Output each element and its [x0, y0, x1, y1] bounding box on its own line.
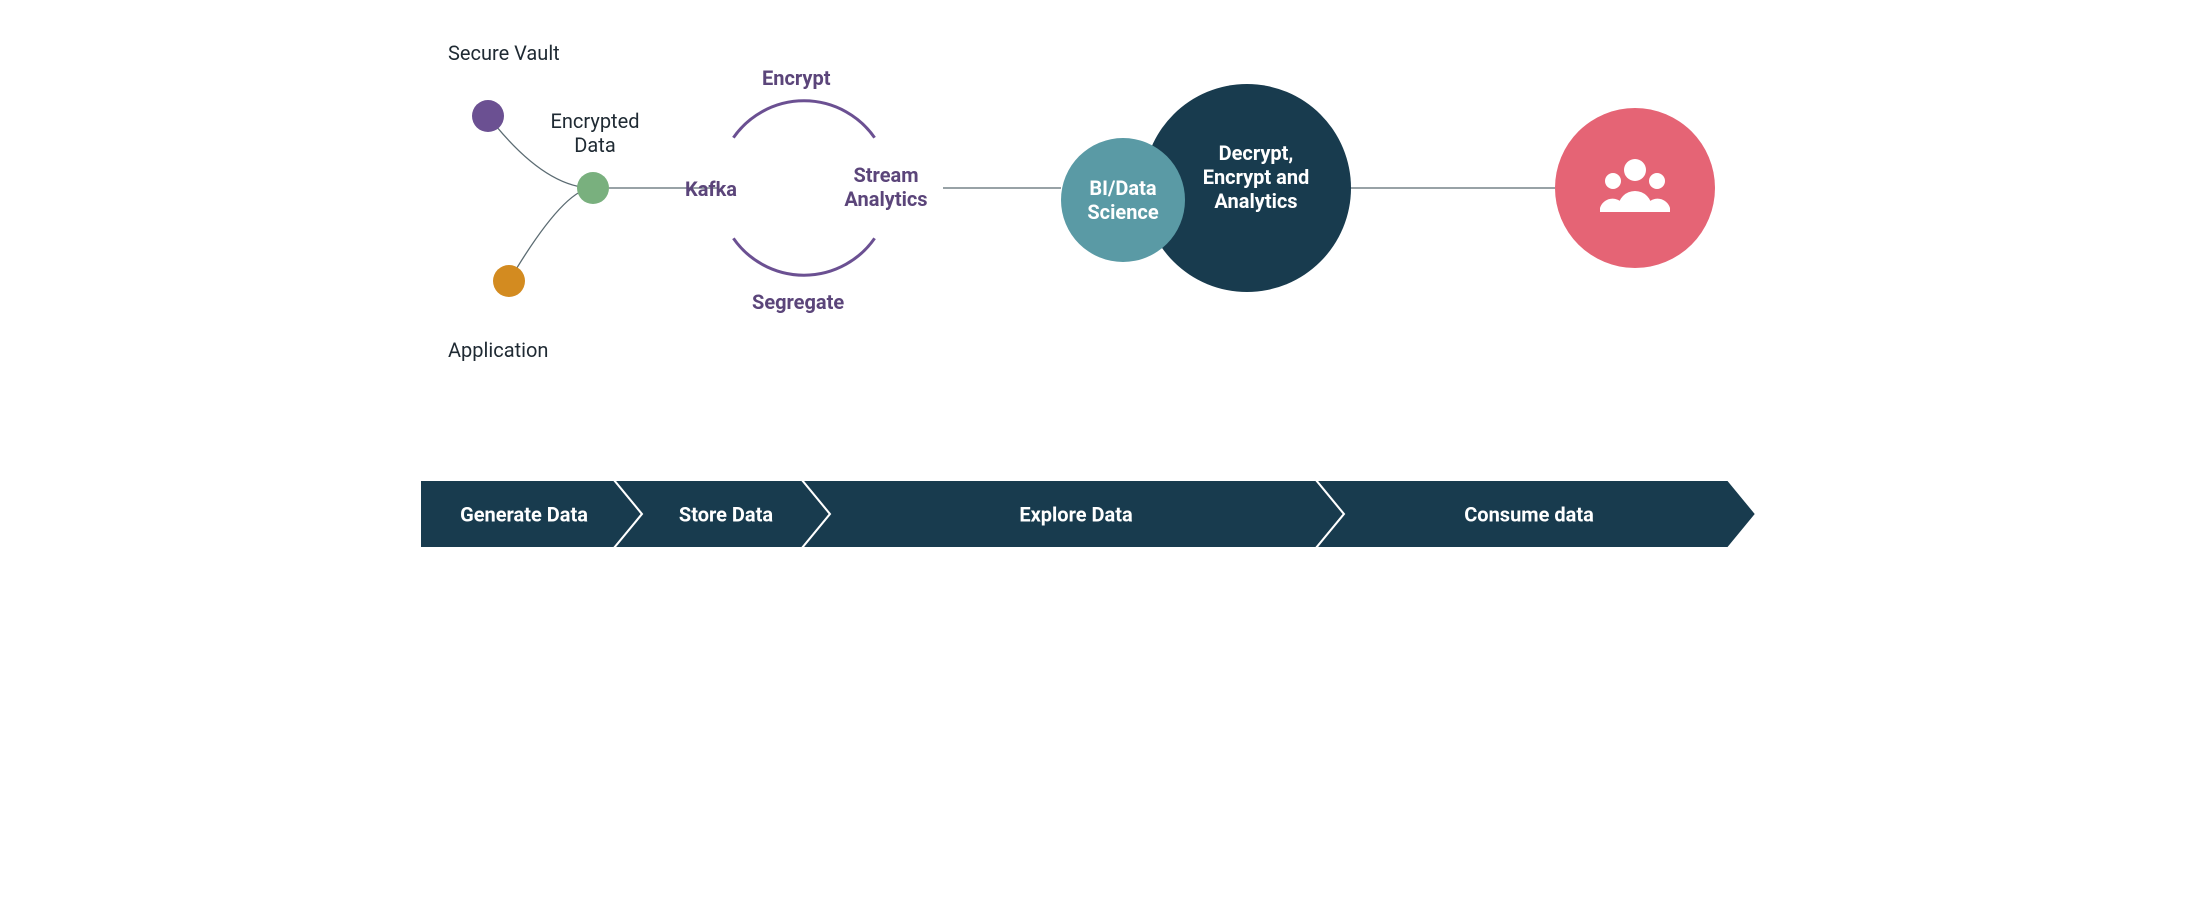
- application-label: Application: [448, 338, 548, 362]
- kafka-label: Kafka: [685, 177, 737, 201]
- edge-amber-to-green: [509, 188, 593, 281]
- chevron-bar: Generate Data Store Data Explore Data Co…: [420, 480, 1756, 548]
- encrypted-data-label: Encrypted Data: [540, 109, 650, 157]
- segregate-label: Segregate: [752, 290, 844, 314]
- chevron-generate-data-label: Generate Data: [460, 502, 588, 526]
- pink-circle: [1555, 108, 1715, 268]
- encrypt-label: Encrypt: [762, 66, 830, 90]
- secure-vault-label: Secure Vault: [448, 41, 560, 65]
- chevron-store-data-label: Store Data: [679, 502, 773, 526]
- chevron-consume-data-label: Consume data: [1464, 502, 1594, 526]
- decrypt-encrypt-analytics-label: Decrypt, Encrypt and Analytics: [1196, 141, 1316, 213]
- chevron-explore-data-label: Explore Data: [1019, 502, 1133, 526]
- diagram-svg: Generate Data Store Data Explore Data Co…: [364, 0, 1822, 606]
- amber-dot: [493, 265, 525, 297]
- stream-analytics-label: Stream Analytics: [836, 163, 936, 211]
- green-dot: [577, 172, 609, 204]
- purple-dot: [472, 100, 504, 132]
- bi-data-science-label: BI/Data Science: [1078, 176, 1168, 224]
- diagram-canvas: Generate Data Store Data Explore Data Co…: [364, 0, 1822, 606]
